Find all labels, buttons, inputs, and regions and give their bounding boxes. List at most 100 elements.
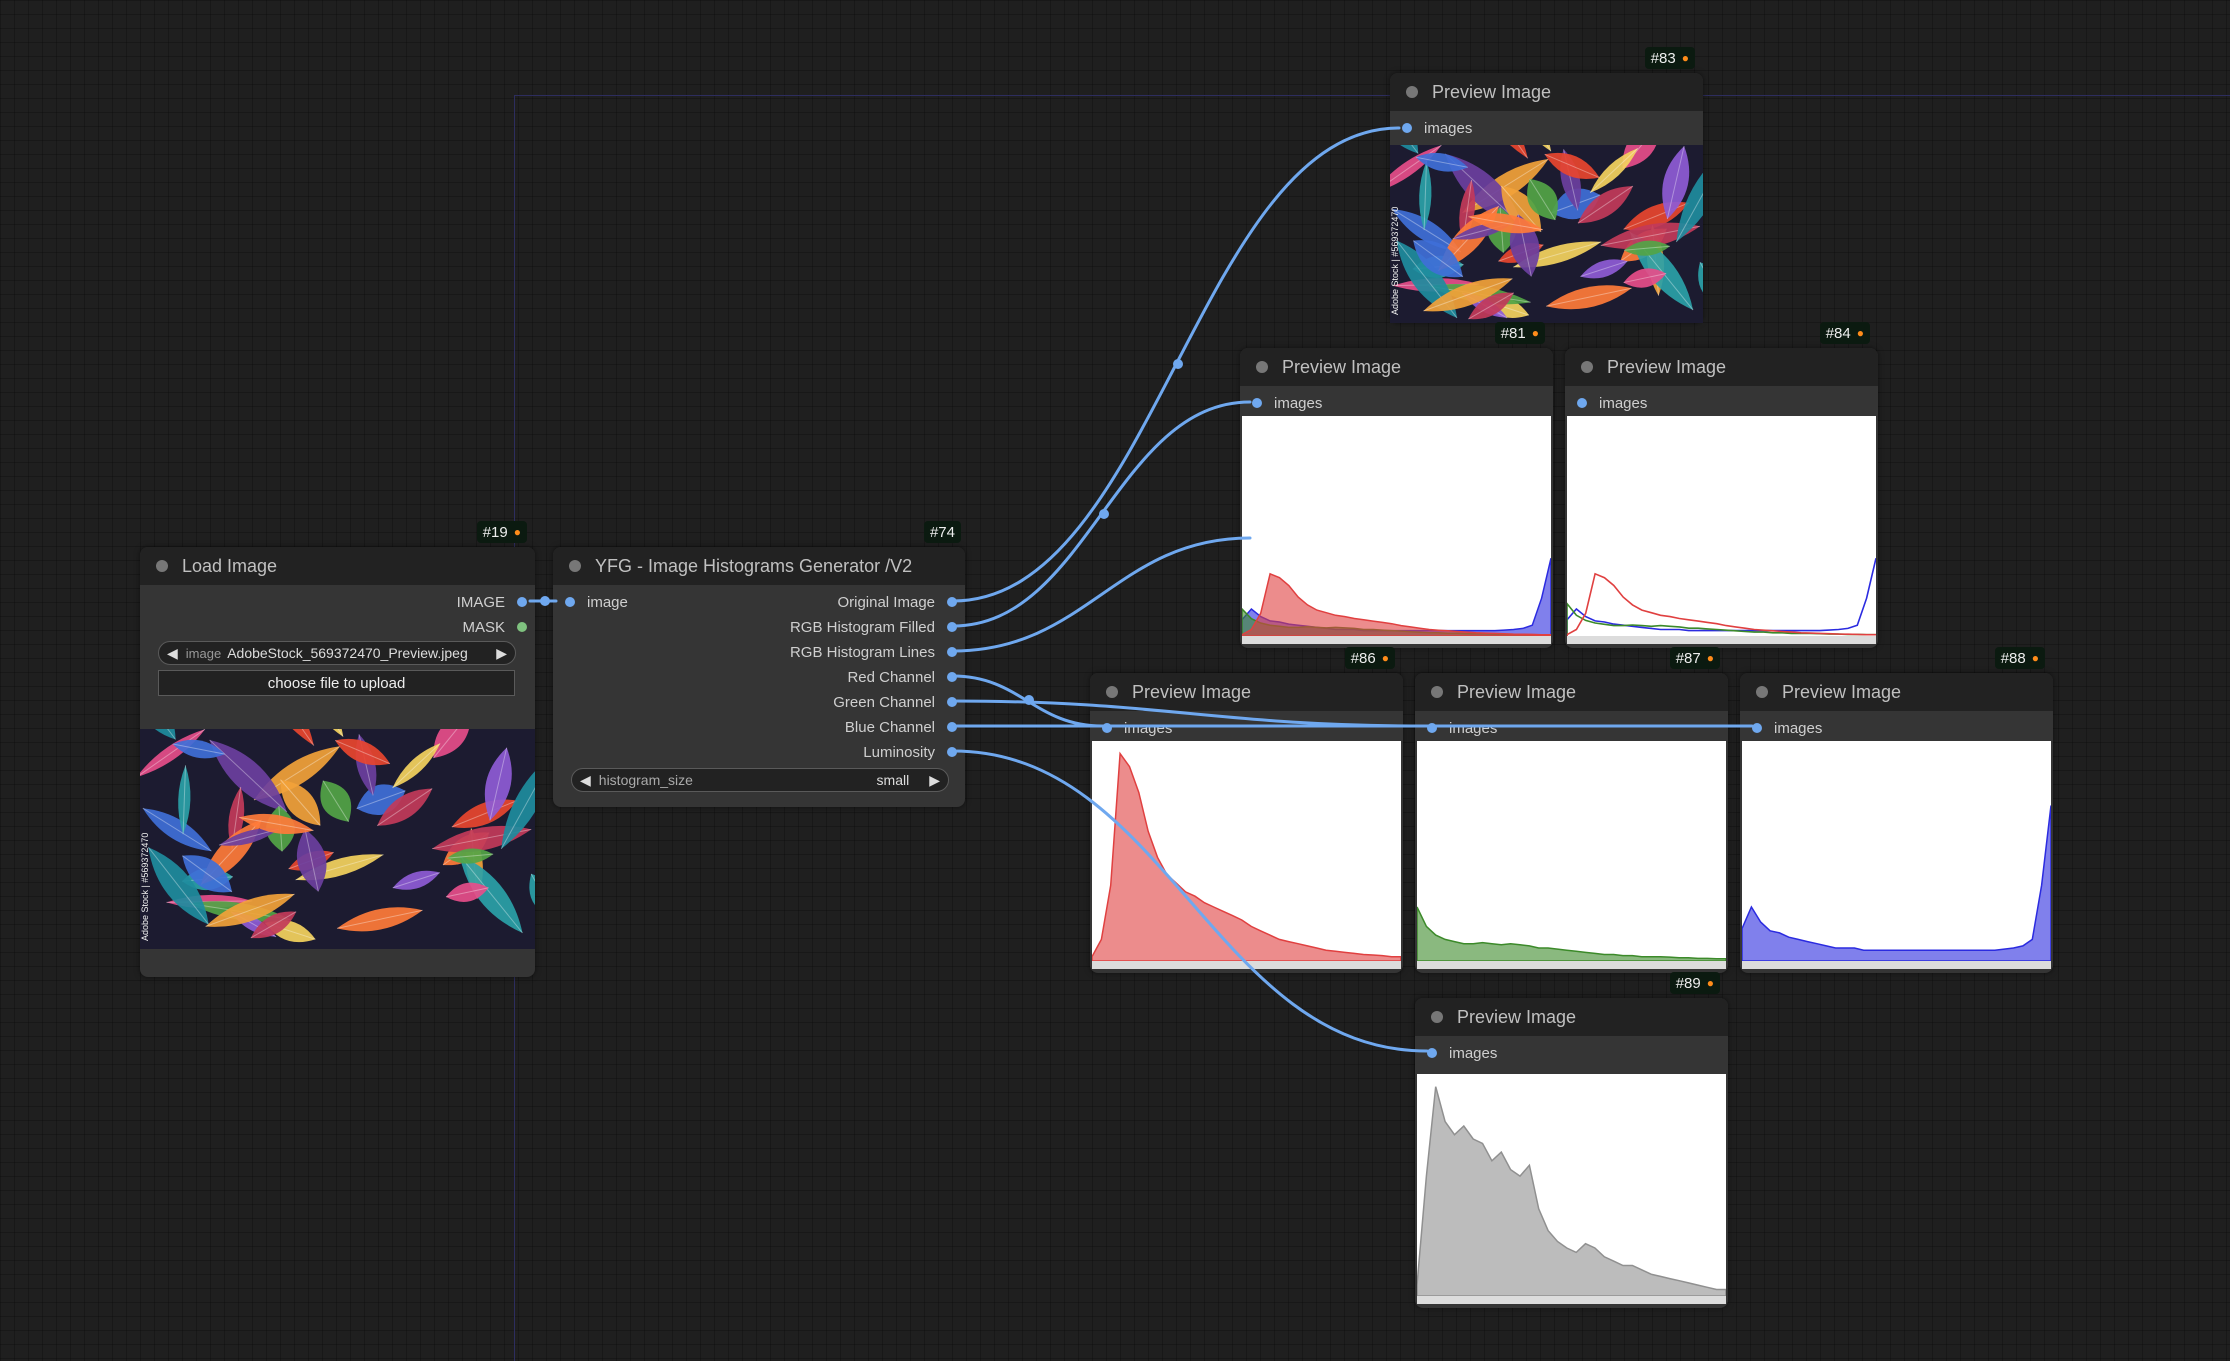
node-title-bar[interactable]: Preview Image: [1415, 673, 1728, 711]
link-midpoint-dot[interactable]: [1173, 359, 1183, 369]
upload-button[interactable]: choose file to upload: [158, 670, 515, 696]
input-port-dot[interactable]: [1427, 723, 1437, 733]
output-port-dot[interactable]: [947, 697, 957, 707]
input-port-dot[interactable]: [1402, 123, 1412, 133]
input-images[interactable]: images: [1252, 393, 1322, 413]
preview-node-88[interactable]: #88 ● Preview Image images: [1740, 647, 2053, 973]
collapse-dot-icon[interactable]: [1431, 686, 1443, 698]
preview-node-89[interactable]: #89 ● Preview Image images: [1415, 972, 1728, 1308]
node-title-bar[interactable]: Preview Image: [1565, 348, 1878, 386]
output-port-dot[interactable]: [517, 597, 527, 607]
preview-node-81[interactable]: #81 ● Preview Image images: [1240, 322, 1553, 648]
output-mask[interactable]: MASK: [462, 617, 527, 637]
histogram-plot: [1742, 805, 2051, 969]
preview-node-86[interactable]: #86 ● Preview Image images: [1090, 647, 1403, 973]
output-port-dot[interactable]: [947, 722, 957, 732]
node-title-bar[interactable]: Preview Image: [1390, 73, 1703, 111]
input-image[interactable]: image: [565, 592, 628, 612]
output-label: Green Channel: [833, 693, 935, 711]
input-images[interactable]: images: [1427, 1043, 1497, 1063]
link-midpoint-dot[interactable]: [540, 596, 550, 606]
histogram-size-combo[interactable]: ◀ histogram_size small ▶: [571, 768, 949, 792]
output-image[interactable]: IMAGE: [457, 592, 527, 612]
group-guide-horizontal: [514, 95, 2230, 96]
rgb-histogram-filled-preview: [1242, 416, 1551, 644]
fox-icon: ●: [1706, 976, 1714, 990]
preview-node-83[interactable]: #83 ● Preview Image images Adobe Stock |…: [1390, 47, 1703, 323]
input-port-dot[interactable]: [1427, 1048, 1437, 1058]
output-port-dot[interactable]: [947, 597, 957, 607]
input-port-dot[interactable]: [1752, 723, 1762, 733]
output-original-image[interactable]: Original Image: [837, 592, 957, 612]
node-title-bar[interactable]: Preview Image: [1090, 673, 1403, 711]
node-title: Preview Image: [1282, 356, 1402, 377]
output-port-dot[interactable]: [517, 622, 527, 632]
link-midpoint-dot[interactable]: [1099, 509, 1109, 519]
input-port-dot[interactable]: [1252, 398, 1262, 408]
collapse-dot-icon[interactable]: [569, 560, 581, 572]
arrow-right-icon[interactable]: ▶: [496, 644, 507, 661]
node-title-bar[interactable]: Preview Image: [1740, 673, 2053, 711]
loaded-image-preview: Adobe Stock | #569372470: [140, 729, 535, 949]
node-title: Preview Image: [1457, 1006, 1577, 1027]
blue-channel-preview: [1742, 741, 2051, 969]
preview-node-87[interactable]: #87 ● Preview Image images: [1415, 647, 1728, 973]
widget-label: histogram_size: [598, 772, 693, 788]
node-badge: #88 ●: [1994, 647, 2045, 669]
collapse-dot-icon[interactable]: [1431, 1011, 1443, 1023]
collapse-dot-icon[interactable]: [156, 560, 168, 572]
output-rgb-histogram-filled[interactable]: RGB Histogram Filled: [790, 617, 957, 637]
arrow-left-icon[interactable]: ◀: [580, 771, 591, 788]
node-title-bar[interactable]: Preview Image: [1415, 998, 1728, 1036]
input-port-dot[interactable]: [1102, 723, 1112, 733]
link-wire[interactable]: [951, 674, 1104, 728]
collapse-dot-icon[interactable]: [1106, 686, 1118, 698]
input-label: images: [1599, 394, 1648, 412]
output-luminosity[interactable]: Luminosity: [863, 742, 957, 762]
link-midpoint-dot[interactable]: [1024, 695, 1034, 705]
input-port-dot[interactable]: [565, 597, 575, 607]
input-images[interactable]: images: [1752, 718, 1822, 738]
node-title: Load Image: [182, 555, 278, 576]
node-badge: #74: [923, 521, 961, 543]
collapse-dot-icon[interactable]: [1581, 361, 1593, 373]
output-label: MASK: [462, 618, 505, 636]
histogram-baseline: [1742, 961, 2051, 969]
output-rgb-histogram-lines[interactable]: RGB Histogram Lines: [790, 642, 957, 662]
rgb-histogram-lines-preview: [1567, 416, 1876, 644]
input-images[interactable]: images: [1402, 118, 1472, 138]
arrow-right-icon[interactable]: ▶: [929, 771, 940, 788]
collapse-dot-icon[interactable]: [1406, 86, 1418, 98]
input-label: images: [1774, 719, 1823, 737]
output-port-dot[interactable]: [947, 622, 957, 632]
input-port-dot[interactable]: [1577, 398, 1587, 408]
arrow-left-icon[interactable]: ◀: [167, 644, 178, 661]
node-title: Preview Image: [1132, 681, 1252, 702]
output-red-channel[interactable]: Red Channel: [847, 667, 957, 687]
collapse-dot-icon[interactable]: [1256, 361, 1268, 373]
image-file-combo[interactable]: ◀ image AdobeStock_569372470_Preview.jpe…: [158, 641, 516, 665]
blue-histogram-area: [1742, 805, 2051, 962]
output-port-dot[interactable]: [947, 647, 957, 657]
input-images[interactable]: images: [1427, 718, 1497, 738]
histogram-generator-node[interactable]: #74 YFG - Image Histograms Generator /V2…: [553, 521, 965, 807]
input-images[interactable]: images: [1577, 393, 1647, 413]
output-label: Red Channel: [847, 668, 935, 686]
output-blue-channel[interactable]: Blue Channel: [845, 717, 957, 737]
link-wire[interactable]: [951, 400, 1252, 628]
output-port-dot[interactable]: [947, 672, 957, 682]
link-wire[interactable]: [951, 536, 1252, 653]
output-green-channel[interactable]: Green Channel: [833, 692, 957, 712]
luminosity-preview: [1417, 1074, 1726, 1304]
node-title-bar[interactable]: Load Image: [140, 547, 535, 585]
output-port-dot[interactable]: [947, 747, 957, 757]
collapse-dot-icon[interactable]: [1756, 686, 1768, 698]
node-id-label: #83: [1650, 49, 1676, 67]
node-title-bar[interactable]: Preview Image: [1240, 348, 1553, 386]
input-images[interactable]: images: [1102, 718, 1172, 738]
node-title-bar[interactable]: YFG - Image Histograms Generator /V2: [553, 547, 965, 585]
preview-node-84[interactable]: #84 ● Preview Image images: [1565, 322, 1878, 648]
node-badge: #86 ●: [1344, 647, 1395, 669]
load-image-node[interactable]: #19 ● Load Image IMAGE MASK ◀ image Adob…: [140, 521, 535, 977]
